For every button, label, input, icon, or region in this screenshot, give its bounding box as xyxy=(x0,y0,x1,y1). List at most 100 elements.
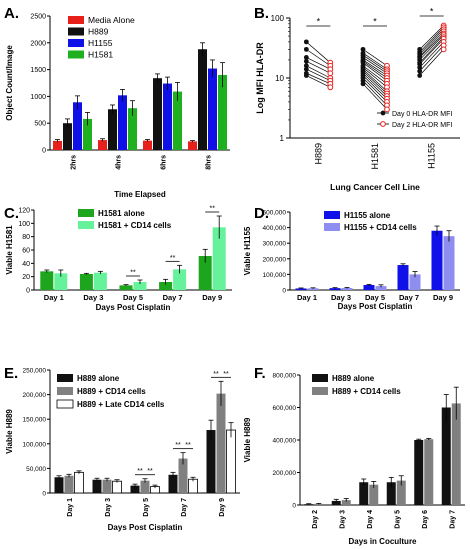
pair-line xyxy=(419,31,444,57)
bar xyxy=(414,440,424,505)
y-tick-label: 500 xyxy=(34,121,46,128)
bar xyxy=(341,287,353,290)
legend-label: H889 + CD14 cells xyxy=(77,387,146,396)
significance-label: ** xyxy=(170,255,176,262)
bar xyxy=(409,274,421,290)
y-tick-label: 500,000 xyxy=(263,210,287,217)
bar xyxy=(208,68,217,150)
legend-label: H1581 xyxy=(88,50,113,60)
pair-line xyxy=(419,38,444,65)
day0-point xyxy=(303,46,309,52)
y-axis-label: Viable H889 xyxy=(5,409,14,454)
panel-label: E. xyxy=(4,365,18,382)
bar xyxy=(295,288,307,290)
y-tick-label: 600,000 xyxy=(273,405,297,412)
y-tick-label: 40 xyxy=(22,261,30,268)
pair-line xyxy=(419,49,444,76)
bar xyxy=(63,123,72,150)
legend-swatch xyxy=(78,221,94,229)
day2-point xyxy=(327,70,334,77)
day2-point xyxy=(384,106,390,113)
pair-line xyxy=(362,57,388,74)
x-tick-label: H1581 xyxy=(370,143,380,170)
bar xyxy=(198,49,207,151)
bar xyxy=(424,439,434,505)
bar xyxy=(314,503,324,505)
legend-swatch xyxy=(324,223,340,231)
day0-point xyxy=(417,68,423,74)
bar xyxy=(92,479,102,493)
panel-label: C. xyxy=(4,205,19,222)
y-tick-label: 800,000 xyxy=(273,373,297,380)
bar xyxy=(153,78,162,150)
x-tick-label: Day 7 xyxy=(163,293,183,302)
legend-label: H1581 alone xyxy=(98,209,145,218)
pair-line xyxy=(306,41,331,63)
legend-label: H889 + Late CD14 cells xyxy=(77,400,165,409)
x-tick-label: Day 3 xyxy=(83,293,103,302)
y-tick-label: 2500 xyxy=(30,14,46,21)
panel-b: B. 1 10 100 Log MFI HLA-DR * H889 * H1581 * H1155 L… xyxy=(254,5,460,192)
panel-label: B. xyxy=(254,5,269,22)
bar xyxy=(341,500,351,505)
bar xyxy=(173,91,182,150)
y-tick-label: 20 xyxy=(22,274,30,281)
pair-line xyxy=(419,34,444,61)
bar xyxy=(130,485,140,493)
y-tick-label: 300,000 xyxy=(263,241,287,248)
pair-line xyxy=(362,65,388,85)
y-tick-label: 100,000 xyxy=(263,272,287,279)
pair-line xyxy=(362,67,388,88)
x-tick-label: 6hrs xyxy=(161,155,168,170)
day0-point xyxy=(303,58,309,64)
bar xyxy=(119,285,133,290)
legend-swatch xyxy=(78,209,94,217)
pair-line xyxy=(306,49,331,67)
day0-point xyxy=(303,39,309,45)
bar xyxy=(53,140,62,150)
x-tick-label: Day 4 xyxy=(367,510,374,529)
x-tick-label: Day 6 xyxy=(422,510,429,529)
legend-swatch xyxy=(57,374,73,382)
x-axis-label: Days in Coculture xyxy=(348,537,417,546)
pair-line xyxy=(306,60,331,74)
bar xyxy=(218,74,227,150)
bar xyxy=(359,482,369,505)
significance-label: ** xyxy=(223,371,229,378)
x-tick-label: Day 9 xyxy=(219,498,226,517)
legend-label: Day 0 HLA-DR MFI xyxy=(392,111,452,118)
y-tick-label: 400,000 xyxy=(273,438,297,445)
bar xyxy=(54,273,68,290)
legend-swatch xyxy=(57,387,73,395)
bar xyxy=(40,271,54,290)
x-tick-label: Day 1 xyxy=(44,293,64,302)
bar xyxy=(331,500,341,505)
day0-point xyxy=(303,55,309,60)
x-tick-label: Day 7 xyxy=(399,293,419,302)
bar xyxy=(93,272,107,290)
y-tick-label: 0 xyxy=(292,503,296,510)
panel-d: D. 0 100,000 200,000 300,000 400,000 500,000 Vi… xyxy=(243,205,460,311)
x-tick-label: Day 2 xyxy=(312,510,319,529)
pair-line xyxy=(306,65,331,79)
x-tick-label: H889 xyxy=(313,143,323,165)
x-tick-label: Day 9 xyxy=(202,293,222,302)
bar xyxy=(198,256,212,290)
y-tick-label: 100,000 xyxy=(23,441,47,448)
significance-label: ** xyxy=(130,270,136,277)
legend-marker xyxy=(380,110,386,116)
y-axis-label: Viable H889 xyxy=(243,417,252,462)
bar xyxy=(178,458,188,493)
x-axis-label: Lung Cancer Cell Line xyxy=(330,182,420,192)
legend-swatch xyxy=(68,27,84,36)
y-tick-label: 100 xyxy=(18,221,30,228)
panel-e: E. 0 50,000 100,000 150,000 200,000 250,000 Via… xyxy=(4,365,240,532)
pair-line xyxy=(362,62,388,82)
y-tick-label: 0 xyxy=(42,148,46,155)
y-tick-label: 200,000 xyxy=(273,470,297,477)
legend-marker xyxy=(380,121,386,127)
x-tick-label: Day 7 xyxy=(449,510,456,529)
y-tick-label: 250,000 xyxy=(23,368,47,375)
x-tick-label: Day 5 xyxy=(143,498,150,517)
